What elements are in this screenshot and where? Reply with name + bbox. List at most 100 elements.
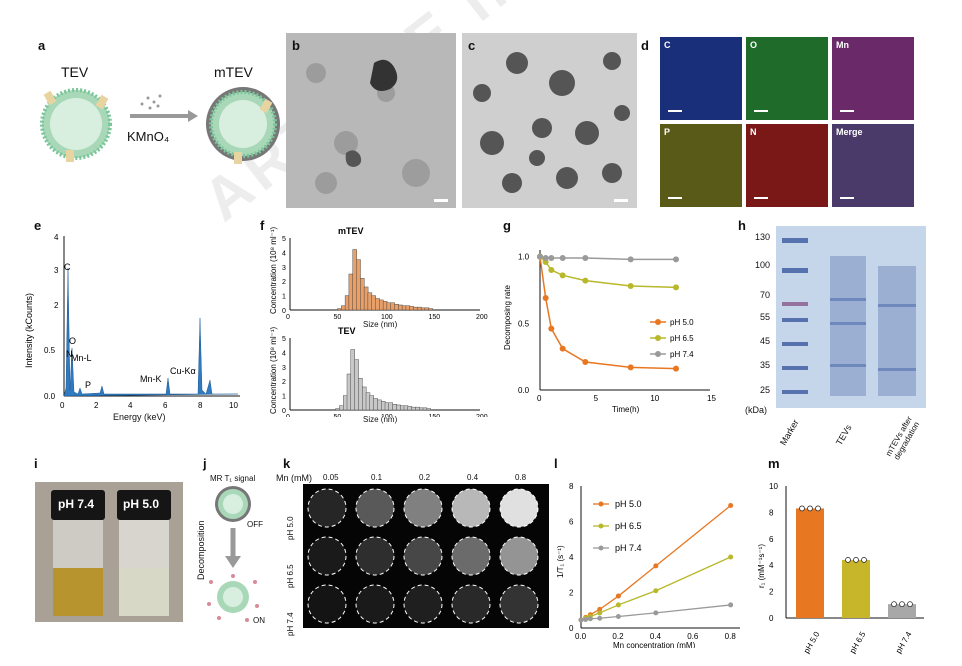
histogram-bar: [373, 398, 378, 411]
y-tick: 0: [769, 614, 774, 623]
h-marker-25: 25: [759, 385, 770, 395]
legend-label: pH 5.0: [615, 499, 642, 509]
e-peak-p: P: [85, 380, 91, 390]
panel-label-l: l: [554, 456, 558, 471]
edx-tile-mn: Mn: [832, 37, 914, 120]
k-conc-0.2: 0.2: [419, 473, 431, 482]
f-xlabel-top: Size (nm): [363, 320, 398, 329]
x-tick: 150: [429, 314, 441, 321]
panel-label-a: a: [38, 38, 46, 53]
panel-label-c: c: [468, 38, 476, 53]
data-point: [582, 277, 589, 284]
data-point: [542, 255, 549, 261]
histogram-bar: [363, 286, 369, 311]
x-tick: 100: [381, 414, 393, 417]
series-line-pH 5.0: [580, 505, 732, 621]
histogram-bar: [401, 305, 407, 311]
data-point: [582, 359, 589, 365]
legend-label: pH 7.4: [615, 543, 642, 553]
category-label: pH 6.5: [848, 630, 868, 655]
y-tick: 2: [282, 379, 286, 386]
data-point: [673, 256, 679, 263]
replicate-point: [861, 557, 867, 563]
j-title: MR T₁ signal: [210, 474, 256, 483]
e-peak-n: N: [66, 349, 73, 359]
m-ylabel: r₁ (mM⁻¹s⁻¹): [757, 544, 766, 588]
scale-bar: [840, 110, 854, 112]
histogram-bar: [403, 405, 409, 411]
data-point: [627, 364, 634, 371]
y-tick: 2: [769, 588, 774, 597]
legend-label: pH 7.4: [670, 350, 694, 359]
phantom-well: [307, 488, 347, 528]
h-marker-100: 100: [754, 260, 770, 270]
data-point: [587, 616, 593, 622]
h-marker-35: 35: [759, 360, 770, 370]
histogram-bar: [356, 259, 361, 311]
x-tick: 15: [707, 394, 716, 403]
replicate-point: [815, 505, 821, 512]
phantom-well: [451, 536, 491, 576]
y-tick: 4: [769, 561, 774, 570]
histogram-bar: [371, 295, 376, 311]
scale-bar: [668, 110, 682, 112]
histogram-bar: [411, 406, 416, 411]
panel-label-k: k: [283, 456, 291, 471]
histogram-bar: [384, 402, 390, 411]
j-on: ON: [253, 616, 265, 625]
histogram-bar: [396, 404, 401, 411]
edx-tile-c: C: [660, 37, 742, 120]
phantom-well: [355, 488, 395, 528]
replicate-point: [907, 601, 913, 608]
histogram-bar: [388, 402, 394, 411]
panel-label-m: m: [768, 456, 780, 471]
y-tick: 6: [769, 535, 774, 544]
data-point: [627, 256, 634, 263]
e-xtick-2: 4: [128, 401, 133, 410]
data-point: [559, 272, 566, 279]
x-tick: 0.6: [687, 632, 699, 641]
tem-image-c: [462, 33, 637, 208]
replicate-point: [853, 557, 859, 563]
y-tick: 3: [282, 265, 286, 272]
histogram-bar: [339, 405, 344, 411]
g-ylabel: Decomposing rate: [503, 285, 512, 350]
histogram-bar: [358, 378, 363, 411]
j-off: OFF: [247, 520, 263, 529]
y-tick: 3: [282, 365, 286, 372]
nta-histograms: Concentration (10⁸ ml⁻¹) Concentration (…: [269, 226, 488, 417]
k-conc-0.05: 0.05: [323, 473, 339, 482]
data-point: [582, 255, 589, 261]
histogram-bar: [341, 305, 346, 311]
histogram-bar: [382, 301, 388, 311]
data-point: [728, 554, 734, 560]
replicate-point: [899, 601, 905, 608]
legend-marker: [655, 319, 661, 325]
histogram-bar: [386, 302, 392, 311]
y-tick: 5: [282, 236, 286, 243]
kmno4-label: KMnO₄: [127, 129, 170, 144]
panel-label-h: h: [738, 218, 746, 233]
e-peak-mnk: Mn-K: [140, 374, 162, 384]
legend-label: pH 6.5: [615, 521, 642, 531]
edx-spectrum: Intensity (kCounts) 0.0 0.5 2 3 4 0 2 4 …: [24, 233, 240, 410]
r1-bar-chart: 0 2 4 6 8 10 r₁ (mM⁻¹s⁻¹) pH 5.0 pH 6.5 pH 7.4: [757, 482, 924, 655]
k-row-pH 6.5: pH 6.5: [286, 564, 295, 588]
edx-tile-n: N: [746, 124, 828, 207]
y-tick: 0: [569, 624, 574, 633]
k-mn-label: Mn (mM): [276, 473, 312, 483]
histogram-bar: [344, 295, 350, 311]
phantom-well: [403, 536, 443, 576]
histogram-bar: [377, 399, 382, 411]
vial-label-ph74: pH 7.4: [58, 497, 95, 511]
histogram-bar: [337, 308, 342, 311]
edx-tile-p: P: [660, 124, 742, 207]
histogram-bar: [367, 292, 373, 311]
data-point: [728, 602, 734, 608]
x-tick: 0.8: [725, 632, 737, 641]
k-conc-0.8: 0.8: [515, 473, 527, 482]
phantom-well: [403, 584, 443, 624]
y-tick: 0.5: [518, 319, 530, 328]
y-tick: 1: [282, 394, 286, 401]
l-xlabel: Mn concentration (mM): [613, 641, 696, 648]
